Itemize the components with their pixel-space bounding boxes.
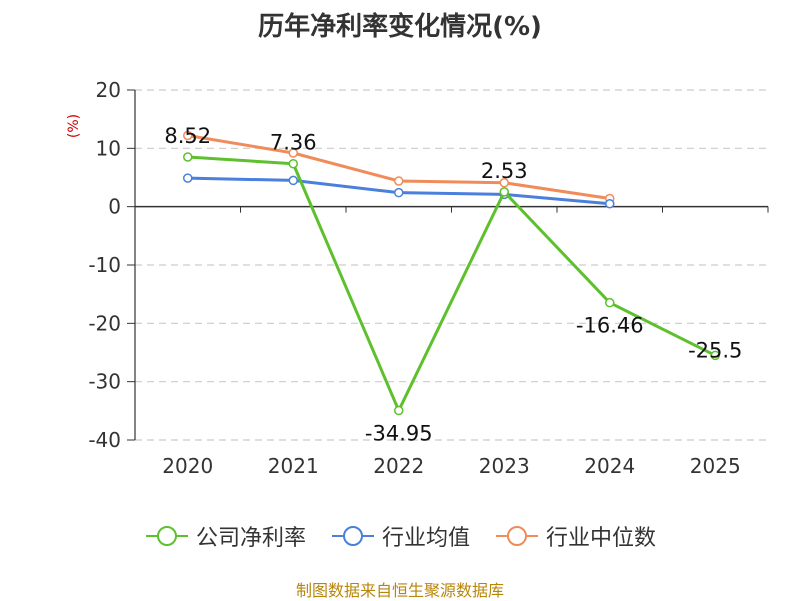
y-axis-label: (%) xyxy=(66,114,82,138)
x-tick-label: 2020 xyxy=(162,454,213,478)
data-point xyxy=(183,130,193,141)
legend-marker-icon xyxy=(496,526,538,546)
x-tick-label: 2024 xyxy=(584,454,635,478)
legend-label: 行业中位数 xyxy=(546,526,657,551)
y-tick-label: 0 xyxy=(108,195,121,219)
grid-lines xyxy=(135,89,768,441)
data-point xyxy=(288,175,298,186)
data-point xyxy=(183,152,193,162)
data-point xyxy=(394,176,404,186)
data-point xyxy=(288,158,298,169)
data-label: 7.36 xyxy=(270,131,317,155)
y-tick-label: 10 xyxy=(96,136,121,160)
x-tick-label: 2021 xyxy=(268,454,319,478)
y-tick-label: -20 xyxy=(88,311,121,335)
data-labels: 8.52 7.36 -34.95 2.53 -16.46 -25.5 xyxy=(164,124,742,446)
source-note: 制图数据来自恒生聚源数据库 xyxy=(295,581,504,600)
data-label: -34.95 xyxy=(365,422,433,446)
legend-marker-icon xyxy=(145,526,188,546)
data-point xyxy=(394,405,404,416)
x-tick-label: 2022 xyxy=(373,454,424,478)
data-point xyxy=(183,173,193,183)
axes: 20 10 0 -10 -20 -30 -40 2020 2021 2022 2023 2024 202… xyxy=(66,78,769,478)
legend-item: 行业中位数 xyxy=(494,520,656,552)
data-label: -25.5 xyxy=(688,338,742,362)
x-tick-label: 2025 xyxy=(690,454,741,478)
legend-item: 行业均值 xyxy=(330,520,470,552)
data-point xyxy=(499,178,509,188)
data-label: -16.46 xyxy=(576,314,644,338)
data-point xyxy=(710,350,720,361)
series-lines xyxy=(183,130,720,416)
x-tick-label: 2023 xyxy=(479,454,530,478)
data-label: 8.52 xyxy=(164,124,211,148)
data-point xyxy=(499,187,509,197)
y-tick-label: 20 xyxy=(96,78,121,102)
legend-label: 行业均值 xyxy=(381,526,470,551)
legend: 公司净利率 行业均值 行业中位数 xyxy=(0,518,800,554)
y-tick-label: -10 xyxy=(88,253,121,277)
y-tick-label: -30 xyxy=(88,370,121,394)
series-line xyxy=(187,155,716,413)
legend-label: 公司净利率 xyxy=(195,526,306,551)
data-point xyxy=(605,297,615,308)
chart-title: 历年净利率变化情况(%) xyxy=(258,12,542,42)
legend-item: 公司净利率 xyxy=(144,520,306,552)
y-tick-label: -40 xyxy=(88,428,121,452)
data-label: 2.53 xyxy=(481,159,528,183)
data-point xyxy=(605,199,615,209)
data-point xyxy=(288,148,298,158)
data-point xyxy=(394,187,404,198)
legend-marker-icon xyxy=(331,526,374,546)
